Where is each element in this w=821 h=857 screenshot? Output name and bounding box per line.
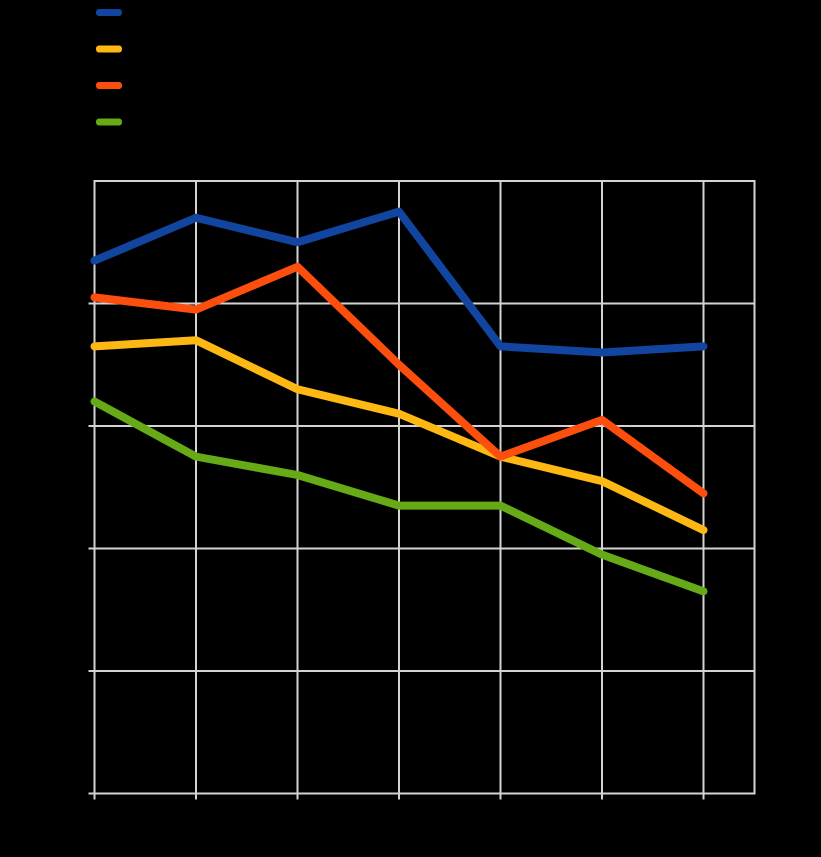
- plot-border: [93, 180, 756, 795]
- series-yellow-line: [90, 336, 708, 535]
- gridlines: [94, 181, 755, 794]
- series-blue-line: [90, 207, 708, 357]
- axis-ticks: [88, 302, 705, 800]
- series-orange-line: [90, 262, 708, 498]
- chart-legend: [96, 9, 122, 126]
- legend-blue-swatch-icon: [96, 9, 122, 16]
- series-lines: [90, 207, 708, 596]
- legend-orange-swatch-icon: [96, 82, 122, 89]
- legend-green-swatch-icon: [96, 118, 122, 126]
- legend-yellow-swatch-icon: [96, 45, 122, 53]
- series-green-line: [90, 397, 708, 596]
